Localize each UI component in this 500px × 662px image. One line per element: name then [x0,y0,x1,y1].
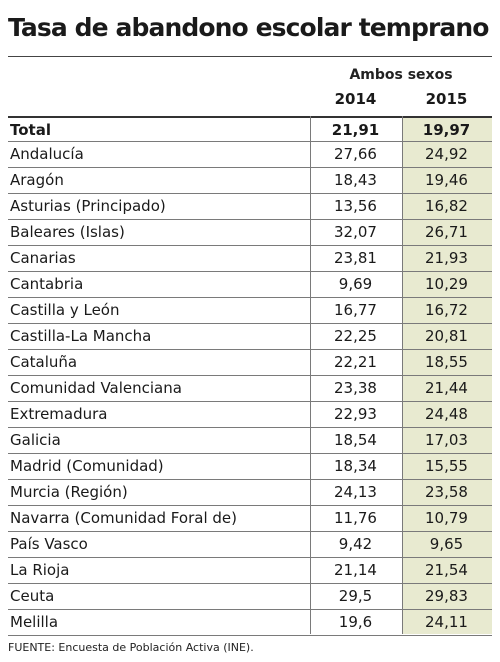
table-row: Andalucía 27,66 24,92 [8,142,492,168]
table-row: Baleares (Islas) 32,07 26,71 [8,220,492,246]
value-2015: 26,71 [425,223,468,241]
table-row: Extremadura 22,93 24,48 [8,402,492,428]
value-2015: 10,79 [425,509,468,527]
table-row: País Vasco 9,42 9,65 [8,532,492,558]
source-note: FUENTE: Encuesta de Población Activa (IN… [8,641,254,654]
value-2015: 15,55 [425,457,468,475]
region-name: Total [10,121,51,139]
region-name: Comunidad Valenciana [10,379,182,397]
value-2014: 23,81 [334,249,377,267]
value-2014: 21,14 [334,561,377,579]
value-2014: 19,6 [338,613,373,631]
value-2015: 19,46 [425,171,468,189]
region-name: Navarra (Comunidad Foral de) [10,509,237,527]
table-row: Cataluña 22,21 18,55 [8,350,492,376]
value-2014: 18,43 [334,171,377,189]
value-2014: 21,91 [331,121,380,139]
value-2014: 18,34 [334,457,377,475]
value-2015: 19,97 [422,121,471,139]
region-name: País Vasco [10,535,88,553]
table-row: La Rioja 21,14 21,54 [8,558,492,584]
region-name: Melilla [10,613,59,631]
region-name: Andalucía [10,145,84,163]
value-2014: 9,42 [338,535,373,553]
region-name: Galicia [10,431,61,449]
table-row: Navarra (Comunidad Foral de) 11,76 10,79 [8,506,492,532]
value-2015: 23,58 [425,483,468,501]
column-group-header: Ambos sexos [349,67,453,83]
value-2015: 24,11 [425,613,468,631]
region-name: Ceuta [10,587,55,605]
table-row: Cantabria 9,69 10,29 [8,272,492,298]
column-divider-label [310,116,311,634]
region-name: Canarias [10,249,76,267]
data-table: Total 21,91 19,97 Andalucía 27,66 24,92 Aragón… [8,116,492,636]
table-row: Canarias 23,81 21,93 [8,246,492,272]
table-row: Asturias (Principado) 13,56 16,82 [8,194,492,220]
table-row: Comunidad Valenciana 23,38 21,44 [8,376,492,402]
value-2014: 11,76 [334,509,377,527]
table-row: Castilla y León 16,77 16,72 [8,298,492,324]
region-name: Asturias (Principado) [10,197,166,215]
value-2014: 24,13 [334,483,377,501]
value-2015: 21,54 [425,561,468,579]
value-2015: 16,82 [425,197,468,215]
column-divider-years [402,116,403,634]
region-name: Cantabria [10,275,84,293]
table-row: Madrid (Comunidad) 18,34 15,55 [8,454,492,480]
value-2015: 18,55 [425,353,468,371]
value-2014: 32,07 [334,223,377,241]
value-2014: 13,56 [334,197,377,215]
table-row: Galicia 18,54 17,03 [8,428,492,454]
region-name: Castilla y León [10,301,120,319]
table-row: Melilla 19,6 24,11 [8,610,492,636]
region-name: Baleares (Islas) [10,223,125,241]
value-2015: 20,81 [425,327,468,345]
value-2014: 18,54 [334,431,377,449]
column-header-2014: 2014 [334,90,377,108]
region-name: La Rioja [10,561,70,579]
region-name: Aragón [10,171,64,189]
value-2015: 24,48 [425,405,468,423]
column-header-2015: 2015 [425,90,468,108]
value-2014: 16,77 [334,301,377,319]
value-2014: 22,25 [334,327,377,345]
region-name: Madrid (Comunidad) [10,457,164,475]
value-2014: 9,69 [338,275,373,293]
table-row: Murcia (Región) 24,13 23,58 [8,480,492,506]
value-2014: 27,66 [334,145,377,163]
value-2015: 29,83 [425,587,468,605]
region-name: Murcia (Región) [10,483,128,501]
title-divider [8,56,492,57]
table-row: Aragón 18,43 19,46 [8,168,492,194]
value-2014: 22,21 [334,353,377,371]
value-2014: 29,5 [338,587,373,605]
value-2015: 21,93 [425,249,468,267]
value-2015: 17,03 [425,431,468,449]
table-row: Castilla-La Mancha 22,25 20,81 [8,324,492,350]
table-row: Ceuta 29,5 29,83 [8,584,492,610]
value-2015: 21,44 [425,379,468,397]
value-2015: 24,92 [425,145,468,163]
value-2015: 16,72 [425,301,468,319]
value-2015: 10,29 [425,275,468,293]
region-name: Castilla-La Mancha [10,327,152,345]
value-2014: 23,38 [334,379,377,397]
region-name: Extremadura [10,405,108,423]
value-2015: 9,65 [429,535,464,553]
page-title: Tasa de abandono escolar temprano [8,13,489,42]
total-row: Total 21,91 19,97 [8,116,492,142]
region-name: Cataluña [10,353,78,371]
value-2014: 22,93 [334,405,377,423]
